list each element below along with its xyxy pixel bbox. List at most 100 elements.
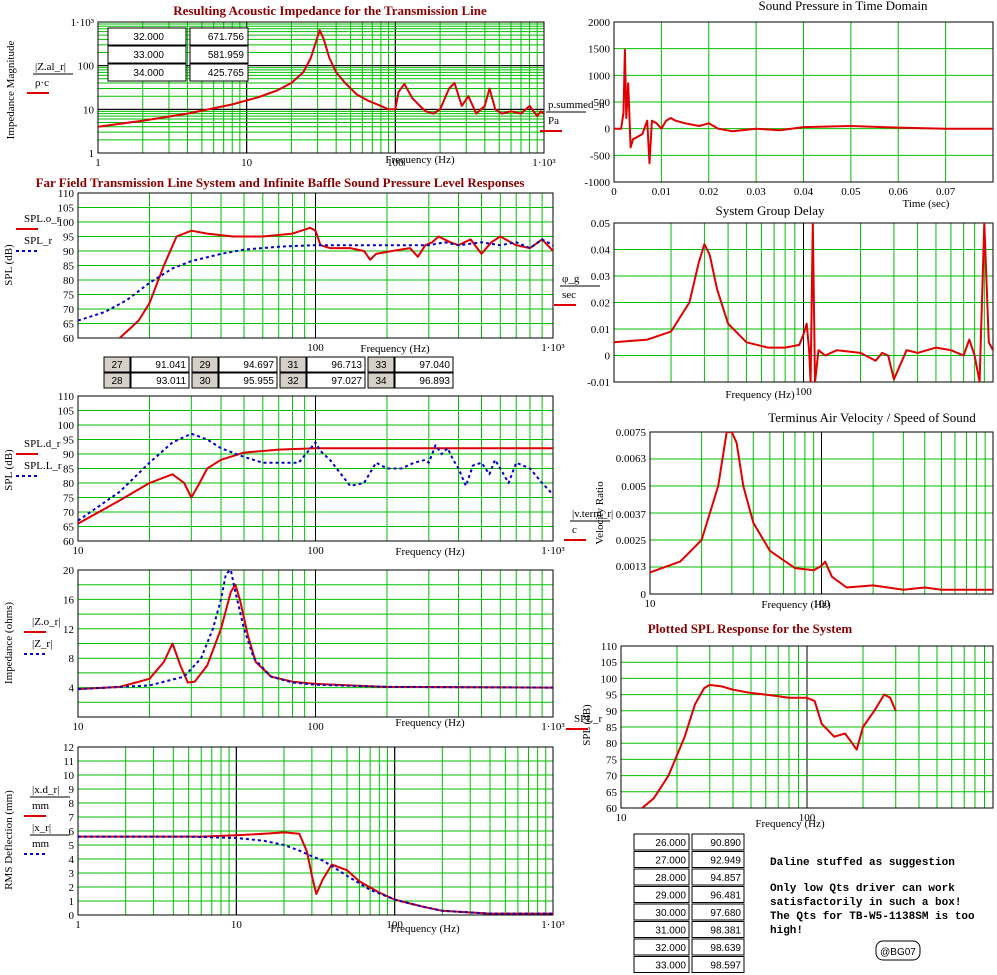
table-index-cell: [103, 372, 131, 389]
table-index: 30: [199, 376, 211, 387]
table-cell: [633, 886, 690, 903]
y-tick-label: 0.0037: [616, 509, 647, 521]
table-cell: [107, 45, 187, 64]
legend-label: |x.d_r|: [32, 784, 59, 796]
y-tick-label: 0: [605, 351, 611, 363]
x-tick-label: 1: [75, 919, 81, 931]
x-tick-label: 1·10³: [532, 157, 556, 169]
legend-label: |Z_r|: [32, 638, 52, 650]
series-group: [98, 29, 544, 128]
legend-label: SPL.L_r: [24, 460, 62, 472]
y-tick-label: 0.05: [591, 218, 611, 230]
y-tick-label: -1000: [584, 177, 610, 189]
y-tick-label: 4: [69, 683, 75, 695]
series-line-1: [614, 48, 993, 165]
table-index-cell: [279, 356, 307, 373]
x-axis-label: Frequency (Hz): [761, 599, 831, 611]
y-tick-label: 7: [69, 812, 75, 824]
legend-label: c: [572, 524, 577, 536]
table-index: 32: [287, 376, 299, 387]
table-cell: [189, 45, 249, 64]
table-cell: [633, 921, 690, 938]
series-group: [78, 570, 553, 691]
y-tick-label: -500: [590, 150, 611, 162]
y-tick-label: 80: [63, 478, 75, 490]
table-cell: [633, 851, 690, 868]
y-tick-label: 0.01: [591, 324, 610, 336]
x-axis-label: Time (sec): [903, 198, 950, 210]
y-tick-label: 9: [69, 784, 75, 796]
table-cell: [691, 903, 745, 921]
y-tick-label: 8: [69, 653, 75, 665]
y-axis-label: SPL (dB): [3, 244, 15, 286]
note-line-5: high!: [770, 925, 803, 937]
y-tick-label: 75: [63, 290, 75, 302]
y-tick-label: 1: [89, 148, 95, 160]
y-tick-label: 105: [58, 203, 75, 215]
table-value: 27.000: [655, 856, 686, 867]
table-cell: [189, 63, 249, 82]
series-group: [641, 683, 897, 808]
spl-plotted-value-table: 26.000 90.890 27.000 92.949 28.000 94.857 29.0…: [633, 833, 745, 973]
spl-system-chart: 60 65 70 75 80 85 90 95 100 105 110 100 1·10³ Far Fie…: [3, 175, 565, 355]
table-cell: [691, 921, 745, 938]
table-cell: [107, 63, 187, 82]
table-value: 34.000: [133, 68, 164, 79]
legend-label: SPL.d_r: [24, 438, 61, 450]
chart-title: Far Field Transmission Line System and I…: [36, 175, 525, 190]
credit-badge-frame: [875, 940, 921, 961]
series-line-1: [641, 683, 897, 808]
table-value: 94.697: [243, 360, 274, 371]
plot-grid: [649, 431, 994, 595]
y-axis-label: Velocity Ratio: [594, 481, 606, 545]
table-cell: [691, 868, 745, 886]
legend-label: mm: [32, 838, 50, 850]
legend-label: |Z.o_r|: [32, 616, 61, 628]
table-value: 31.000: [655, 926, 686, 937]
table-value: 32.000: [655, 943, 686, 954]
legend-label: mm: [32, 800, 50, 812]
legend: SPL_r: [566, 713, 602, 730]
table-cell: [691, 833, 745, 851]
table-index-cell: [367, 372, 395, 389]
y-tick-label: 0.04: [591, 245, 611, 257]
y-tick-label: 8: [69, 798, 75, 810]
note-line-1: Daline stuffed as suggestion: [770, 857, 955, 869]
legend-label: |x_r|: [32, 822, 51, 834]
x-tick-label: 10: [241, 157, 253, 169]
table-cell: [130, 356, 190, 373]
y-tick-label: 1500: [588, 44, 611, 56]
axis-ticks: 1 10 100 1·10³ 1 10 100 1·10³: [71, 17, 557, 169]
table-value: 97.680: [710, 908, 741, 919]
x-tick-label: 0: [611, 186, 617, 198]
legend-label: φ_g: [562, 273, 580, 285]
table-cell: [218, 372, 278, 389]
y-tick-label: 110: [601, 641, 618, 653]
x-tick-label: 100: [799, 812, 816, 824]
y-tick-label: 65: [606, 787, 618, 799]
table-cell: [633, 956, 690, 973]
table-index: 31: [287, 360, 299, 371]
legend-label: p.summed_n: [548, 99, 605, 111]
plot-frame: [77, 192, 554, 339]
x-axis-label: Frequency (Hz): [755, 818, 825, 830]
series-line-1: [78, 447, 553, 525]
table-value: 26.000: [655, 838, 686, 849]
x-tick-label: 0.07: [936, 186, 956, 198]
y-tick-label: 65: [63, 319, 75, 331]
plot-frame: [77, 395, 554, 542]
chart-title: Terminus Air Velocity / Speed of Sound: [768, 410, 976, 425]
y-tick-label: 0: [69, 910, 75, 922]
table-value: 96.713: [331, 360, 362, 371]
y-tick-label: 65: [63, 522, 75, 534]
table-value: 96.481: [710, 891, 741, 902]
table-cell: [691, 938, 745, 956]
x-tick-label: 10: [231, 919, 243, 931]
spl-driver-chart: 60 65 70 75 80 85 90 95 100 105 110 10 100 1·10³ Frequ…: [3, 391, 565, 558]
y-tick-label: 0.02: [591, 298, 610, 310]
plot-grid: [613, 222, 994, 383]
chart-title: Plotted SPL Response for the System: [648, 621, 853, 636]
legend-label: SPL_r: [24, 235, 52, 247]
